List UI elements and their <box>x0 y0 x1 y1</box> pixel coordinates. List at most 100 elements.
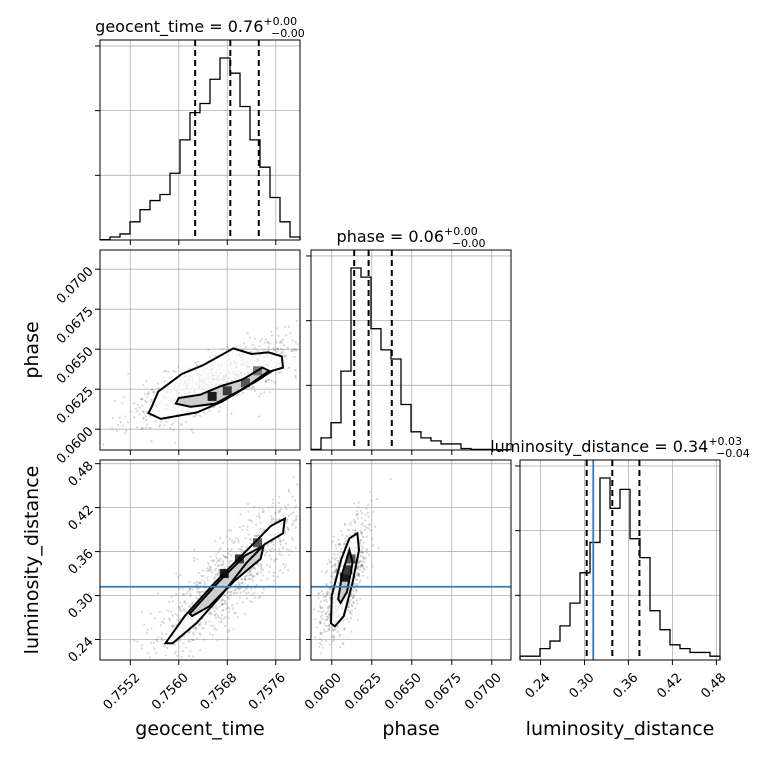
scatter-point <box>354 521 357 525</box>
scatter-point <box>287 514 291 518</box>
scatter-point <box>293 347 296 350</box>
scatter-point <box>349 521 352 524</box>
scatter-point <box>222 617 225 620</box>
scatter-point <box>284 530 287 533</box>
scatter-point <box>368 553 371 556</box>
scatter-point <box>232 541 235 545</box>
contour-inner <box>174 366 273 408</box>
scatter-point <box>359 539 362 542</box>
scatter-point <box>165 420 168 423</box>
scatter-point <box>350 616 353 620</box>
scatter-point <box>223 601 227 604</box>
scatter-point <box>358 581 361 584</box>
scatter-point <box>355 509 358 512</box>
scatter-point <box>248 336 251 339</box>
scatter-point <box>366 503 370 506</box>
scatter-point <box>124 415 127 418</box>
scatter-point <box>184 420 187 424</box>
scatter-point <box>203 590 206 593</box>
data-layer <box>99 40 721 660</box>
scatter-point <box>356 572 359 575</box>
scatter-point <box>359 529 362 532</box>
scatter-point <box>240 582 243 585</box>
scatter-point <box>213 610 216 613</box>
scatter-point <box>163 618 166 621</box>
scatter-point <box>258 512 261 515</box>
scatter-point <box>350 630 353 633</box>
scatter-point <box>287 528 291 531</box>
scatter-point <box>357 573 361 576</box>
scatter-point <box>244 537 247 540</box>
scatter-point <box>243 342 246 345</box>
y-tick-label: 0.36 <box>66 547 97 578</box>
scatter-point <box>362 541 365 544</box>
x-tick-label: 0.0700 <box>462 670 505 713</box>
scatter-point <box>367 523 370 526</box>
scatter-point <box>253 596 256 599</box>
scatter-point <box>360 565 363 568</box>
scatter-point <box>228 560 231 563</box>
scatter-point <box>164 654 167 657</box>
scatter-point <box>260 568 263 571</box>
scatter-point <box>294 374 297 378</box>
scatter-point <box>325 592 328 595</box>
scatter-point <box>339 633 342 636</box>
scatter-point <box>252 566 255 570</box>
scatter-point <box>294 348 297 351</box>
scatter-point <box>320 611 323 614</box>
scatter-point <box>369 491 372 494</box>
scatter-point <box>150 440 153 443</box>
scatter-point <box>244 578 247 581</box>
scatter-point <box>223 599 226 602</box>
scatter-point <box>238 588 241 591</box>
scatter-point <box>260 392 263 395</box>
scatter-point <box>353 520 356 523</box>
scatter-point <box>355 590 358 593</box>
scatter-point <box>215 557 218 560</box>
scatter-point <box>208 611 211 614</box>
scatter-point <box>118 416 121 419</box>
scatter-point <box>213 627 216 630</box>
scatter-point <box>175 593 178 596</box>
scatter-point <box>157 636 160 639</box>
scatter-point <box>169 426 172 430</box>
scatter-point <box>270 517 274 520</box>
scatter-point <box>251 579 254 582</box>
scatter-cloud-luminosity_distance_vs_geocent_time <box>133 476 299 659</box>
scatter-point <box>285 518 288 522</box>
scatter-point <box>183 608 186 611</box>
scatter-point <box>261 510 264 514</box>
scatter-point <box>326 592 329 595</box>
scatter-point <box>193 582 196 585</box>
scatter-point <box>340 547 343 550</box>
scatter-point <box>258 340 262 343</box>
scatter-point <box>161 620 164 624</box>
scatter-point <box>339 646 342 649</box>
scatter-point <box>358 568 361 571</box>
scatter-point <box>207 348 210 351</box>
scatter-point <box>181 587 184 590</box>
scatter-point <box>327 625 331 628</box>
scatter-point <box>208 632 212 635</box>
scatter-point <box>337 538 340 541</box>
scatter-point <box>287 490 290 493</box>
scatter-point <box>342 642 345 645</box>
scatter-point <box>182 593 185 596</box>
scatter-point <box>335 568 338 571</box>
scatter-point <box>261 574 264 577</box>
scatter-point <box>276 348 279 351</box>
scatter-point <box>146 628 149 632</box>
scatter-point <box>217 616 220 619</box>
scatter-point <box>328 592 331 595</box>
scatter-point <box>276 350 279 353</box>
scatter-point <box>178 606 181 609</box>
scatter-point <box>195 637 198 640</box>
scatter-point <box>296 343 299 346</box>
scatter-point <box>239 548 242 551</box>
scatter-point <box>277 334 280 337</box>
scatter-point <box>219 537 222 540</box>
x-axis-label-geocent_time: geocent_time <box>135 718 264 740</box>
scatter-point <box>140 647 143 650</box>
scatter-point <box>198 581 201 584</box>
scatter-point <box>178 588 181 591</box>
